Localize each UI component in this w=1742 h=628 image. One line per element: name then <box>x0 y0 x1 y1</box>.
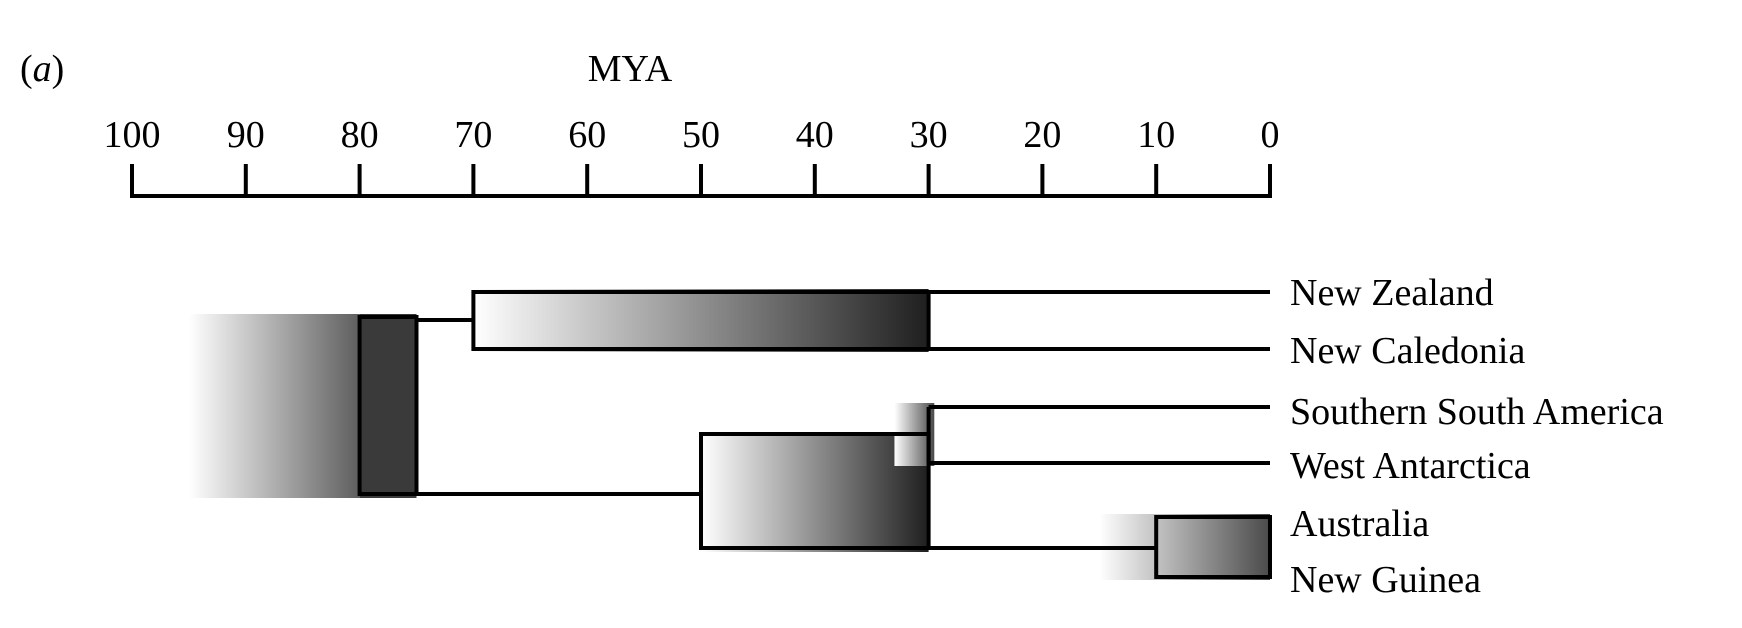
axis-tick-label-100: 100 <box>104 114 161 156</box>
nz-nc-ci <box>473 289 929 352</box>
axis-tick-label-10: 10 <box>1137 114 1175 156</box>
tree-branches <box>357 290 1272 579</box>
taxon-label-new-guinea: New Guinea <box>1290 559 1481 601</box>
axis-tick-label-80: 80 <box>341 114 379 156</box>
panel-label: (a) <box>20 48 64 90</box>
axis-tick-label-30: 30 <box>910 114 948 156</box>
axis-tick-label-70: 70 <box>454 114 492 156</box>
axis-tick-label-40: 40 <box>796 114 834 156</box>
axis-tick-label-0: 0 <box>1261 114 1280 156</box>
taxon-label-west-antarctica: West Antarctica <box>1290 445 1531 487</box>
axis-tick-label-20: 20 <box>1023 114 1061 156</box>
taxon-label-southern-south-america: Southern South America <box>1290 391 1664 433</box>
axis-tick-label-50: 50 <box>682 114 720 156</box>
southern-ci <box>701 432 929 552</box>
axis-title: MYA <box>588 48 673 90</box>
root-ci-outer <box>188 314 360 498</box>
taxon-label-australia: Australia <box>1290 503 1429 545</box>
taxon-label-new-caledonia: New Caledonia <box>1290 330 1525 372</box>
axis-tick-label-60: 60 <box>568 114 606 156</box>
taxon-labels: New Zealand New Caledonia Southern South… <box>1290 272 1664 601</box>
axis-tick-label-90: 90 <box>227 114 265 156</box>
root-ci-inner <box>359 314 417 498</box>
time-axis: MYA 100 90 80 70 60 50 40 30 20 10 0 <box>104 48 1280 198</box>
ci-bars <box>188 289 1270 580</box>
root-ci-outline <box>357 315 419 496</box>
taxon-label-new-zealand: New Zealand <box>1290 272 1494 314</box>
southern-node-box <box>699 432 931 550</box>
